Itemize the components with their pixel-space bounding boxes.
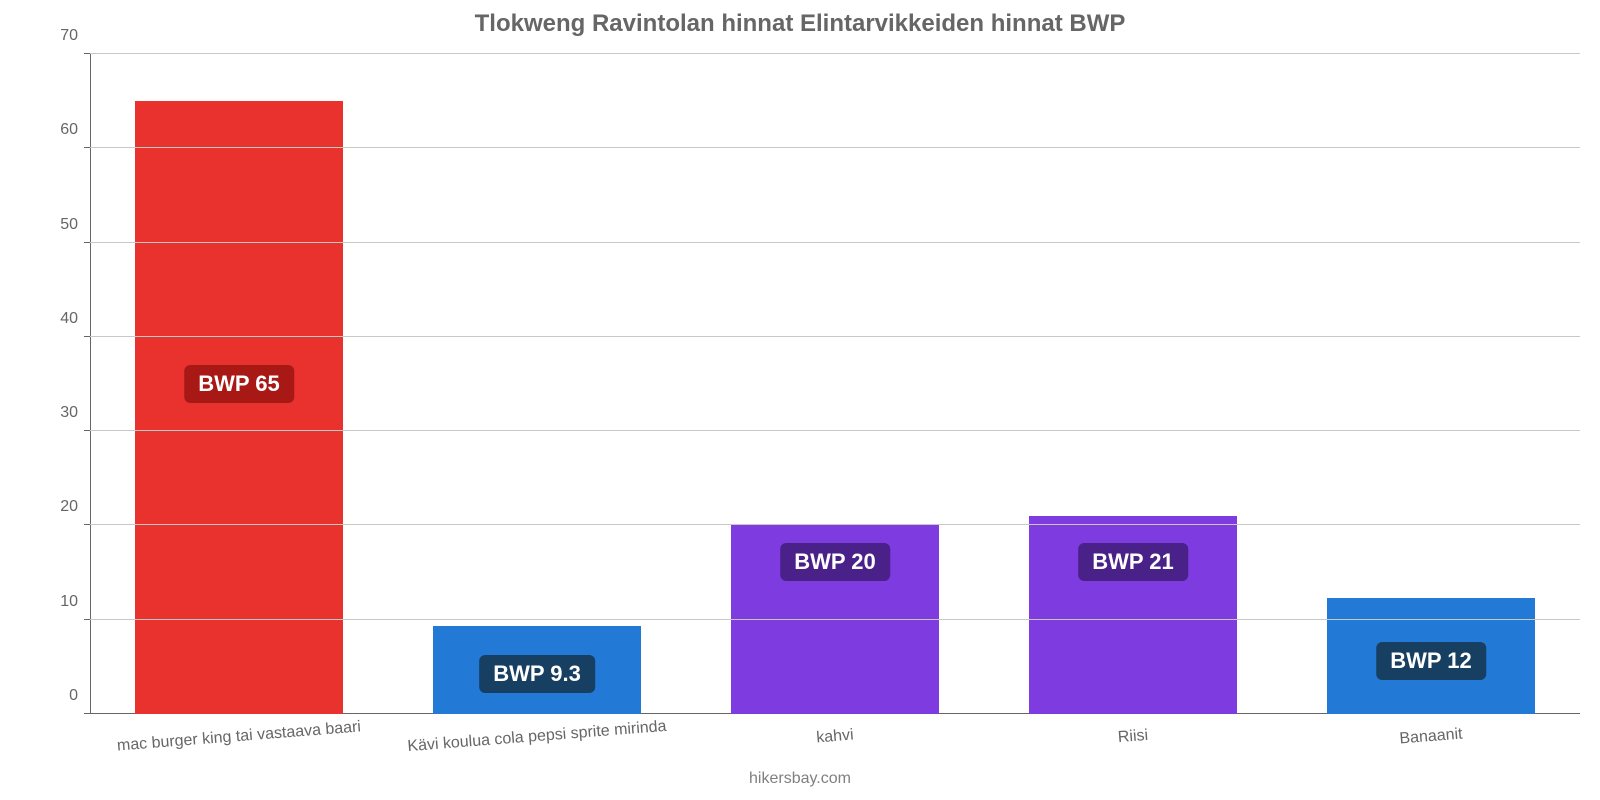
y-tick-mark	[84, 147, 90, 148]
grid-line	[90, 242, 1580, 243]
price-chart: Tlokweng Ravintolan hinnat Elintarvikkei…	[0, 0, 1600, 800]
value-label: BWP 9.3	[479, 655, 595, 693]
y-tick-mark	[84, 524, 90, 525]
grid-line	[90, 147, 1580, 148]
chart-title: Tlokweng Ravintolan hinnat Elintarvikkei…	[0, 10, 1600, 38]
value-label: BWP 65	[184, 365, 294, 403]
y-tick-label: 40	[60, 310, 90, 328]
grid-line	[90, 53, 1580, 54]
y-tick-label: 10	[60, 593, 90, 611]
attribution-text: hikersbay.com	[0, 770, 1600, 788]
grid-line	[90, 430, 1580, 431]
y-tick-mark	[84, 619, 90, 620]
bar	[135, 101, 344, 714]
y-tick-label: 50	[60, 216, 90, 234]
value-label: BWP 12	[1376, 642, 1486, 680]
x-tick-label: Banaanit	[1399, 726, 1463, 749]
y-tick-mark	[84, 336, 90, 337]
y-tick-label: 30	[60, 404, 90, 422]
value-label: BWP 21	[1078, 543, 1188, 581]
y-tick-label: 70	[60, 27, 90, 45]
grid-line	[90, 524, 1580, 525]
y-tick-label: 20	[60, 498, 90, 516]
y-tick-mark	[84, 430, 90, 431]
x-tick-label: kahvi	[816, 727, 855, 748]
bars-layer: BWP 65 BWP 9.3 BWP 20 BWP 21 BWP 12	[90, 54, 1580, 714]
y-tick-mark	[84, 713, 90, 714]
grid-line	[90, 619, 1580, 620]
y-tick-label: 60	[60, 121, 90, 139]
x-tick-label: Riisi	[1117, 727, 1149, 747]
grid-line	[90, 336, 1580, 337]
value-label: BWP 20	[780, 543, 890, 581]
x-tick-label: mac burger king tai vastaava baari	[116, 718, 361, 755]
plot-area: BWP 65BWP 9.3BWP 20BWP 21BWP 12 01020304…	[90, 54, 1580, 714]
x-tick-label: Kävi koulua cola pepsi sprite mirinda	[407, 718, 667, 756]
y-tick-label: 0	[69, 687, 90, 705]
y-tick-mark	[84, 53, 90, 54]
y-tick-mark	[84, 242, 90, 243]
